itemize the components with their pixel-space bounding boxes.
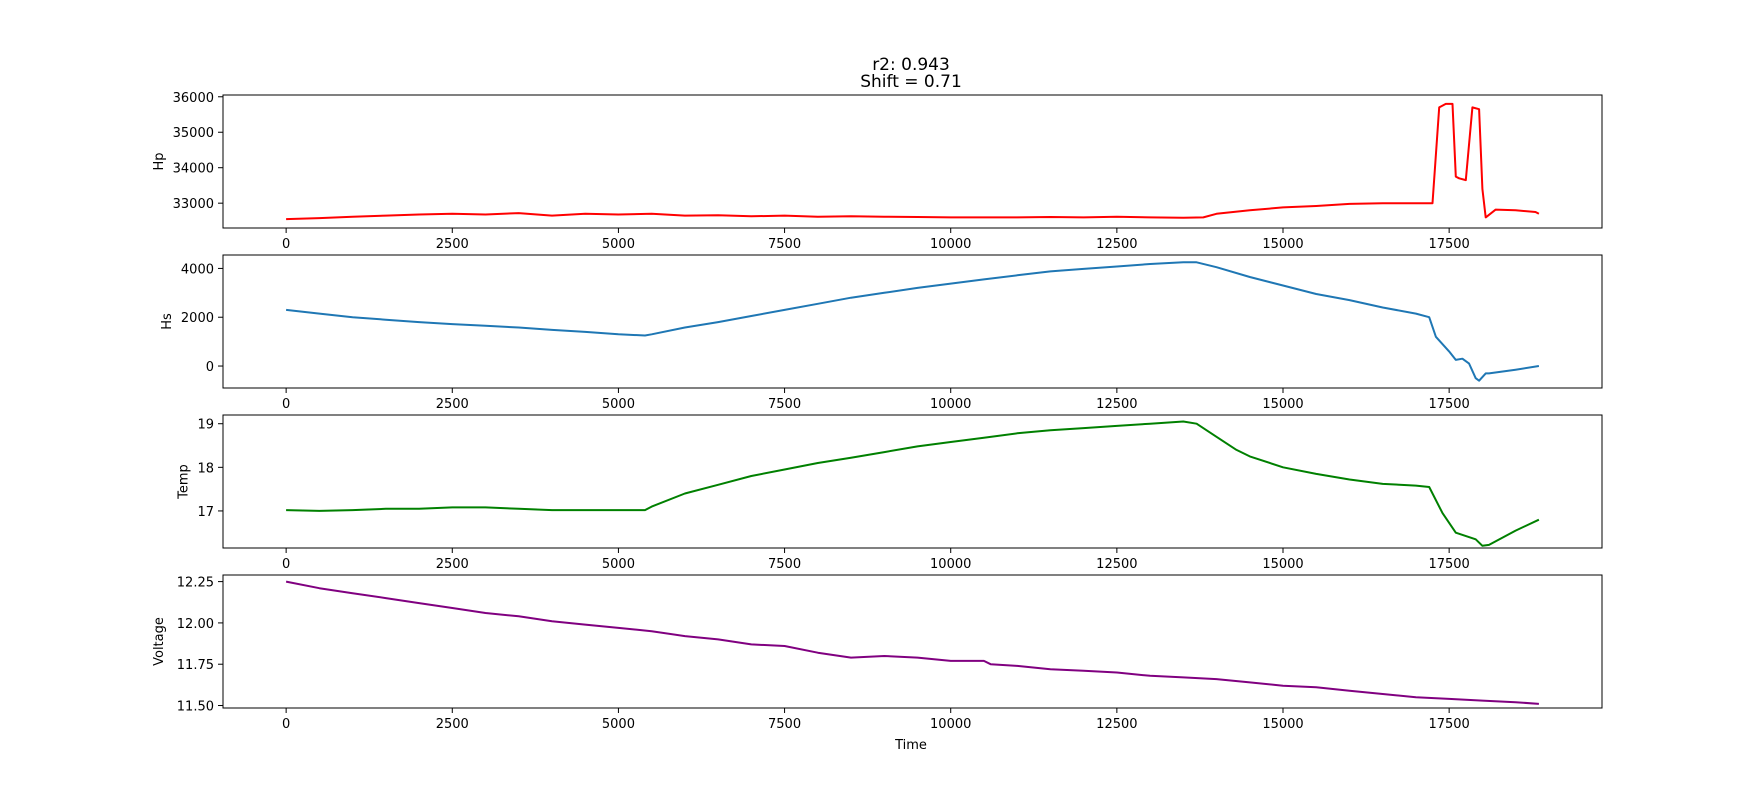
y-tick-label: 11.50 — [177, 700, 214, 715]
x-tick-label: 10000 — [930, 397, 971, 412]
subplot-temp: 0 2500 5000 7500 10000 12500 15000 17500 17 18 19 T… — [177, 414, 1603, 572]
x-tick-label: 0 — [282, 557, 290, 572]
x-tick-label: 10000 — [930, 557, 971, 572]
x-tick-label: 7500 — [768, 397, 801, 412]
x-tick-label: 0 — [282, 717, 290, 732]
y-axis-label: Hp — [152, 152, 167, 170]
x-tick-label: 15000 — [1262, 397, 1303, 412]
x-tick-label: 5000 — [602, 237, 635, 252]
y-tick-label: 4000 — [181, 262, 214, 277]
x-tick-label: 2500 — [436, 397, 469, 412]
axes-frame — [222, 574, 1603, 709]
y-tick-label: 0 — [206, 360, 214, 375]
y-axis-label: Hs — [160, 313, 175, 330]
y-tick-label: 19 — [197, 418, 214, 433]
x-tick-label: 0 — [282, 237, 290, 252]
x-axis-label: Time — [894, 738, 927, 753]
series-line-voltage — [285, 580, 1539, 705]
x-tick-label: 15000 — [1262, 717, 1303, 732]
figure-title-line1: r2: 0.943 — [872, 55, 950, 75]
y-tick-label: 17 — [197, 505, 214, 520]
x-tick-label: 15000 — [1262, 237, 1303, 252]
subplot-hp: 0 2500 5000 7500 10000 12500 15000 17500 33000 34… — [152, 91, 1603, 252]
x-tick-label: 7500 — [768, 237, 801, 252]
figure-title-line2: Shift = 0.71 — [860, 72, 962, 92]
x-tick-label: 10000 — [930, 717, 971, 732]
x-tick-label: 7500 — [768, 557, 801, 572]
x-tick-label: 2500 — [436, 237, 469, 252]
axes-frame — [222, 254, 1603, 389]
y-tick-label: 35000 — [173, 126, 214, 141]
y-tick-label: 33000 — [173, 197, 214, 212]
x-tick-label: 17500 — [1428, 557, 1469, 572]
x-tick-label: 12500 — [1096, 557, 1137, 572]
x-tick-label: 15000 — [1262, 557, 1303, 572]
y-tick-label: 18 — [197, 461, 214, 476]
x-tick-label: 5000 — [602, 397, 635, 412]
y-tick-label: 11.75 — [177, 658, 214, 673]
x-tick-label: 17500 — [1428, 717, 1469, 732]
x-tick-label: 10000 — [930, 237, 971, 252]
x-tick-label: 12500 — [1096, 397, 1137, 412]
x-tick-label: 5000 — [602, 557, 635, 572]
x-tick-label: 2500 — [436, 557, 469, 572]
x-tick-label: 0 — [282, 397, 290, 412]
y-tick-label: 12.25 — [177, 576, 214, 591]
x-tick-label: 17500 — [1428, 237, 1469, 252]
series-line-hs — [285, 261, 1540, 382]
x-tick-label: 5000 — [602, 717, 635, 732]
subplot-hs: 0 2500 5000 7500 10000 12500 15000 17500 0 2000 40… — [160, 254, 1603, 412]
axes-frame — [222, 94, 1603, 229]
axes-frame — [222, 414, 1603, 549]
x-tick-label: 12500 — [1096, 237, 1137, 252]
y-tick-label: 2000 — [181, 311, 214, 326]
x-tick-label: 12500 — [1096, 717, 1137, 732]
x-tick-label: 7500 — [768, 717, 801, 732]
y-tick-label: 12.00 — [177, 617, 214, 632]
series-line-temp — [286, 420, 1540, 547]
subplot-voltage: 0 2500 5000 7500 10000 12500 15000 17500 11.50 11… — [152, 574, 1603, 732]
y-tick-label: 36000 — [173, 91, 214, 106]
y-axis-label: Temp — [177, 464, 192, 500]
x-tick-label: 17500 — [1428, 397, 1469, 412]
y-axis-label: Voltage — [152, 617, 167, 666]
x-tick-label: 2500 — [436, 717, 469, 732]
subplot-panels: 0 2500 5000 7500 10000 12500 15000 17500 33000 34… — [152, 91, 1603, 732]
y-tick-label: 34000 — [173, 162, 214, 177]
series-line-hp — [286, 102, 1540, 221]
